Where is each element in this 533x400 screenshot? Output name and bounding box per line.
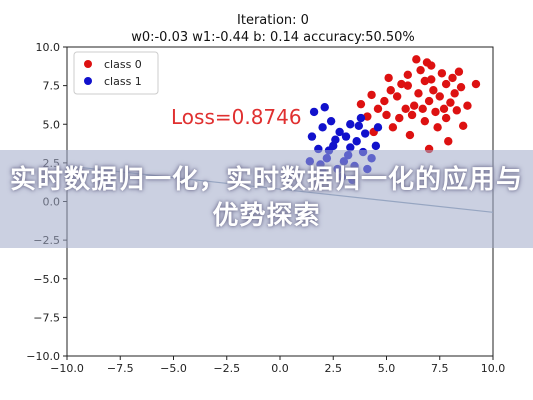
data-point-class-1 [361, 129, 370, 138]
data-point-class-0 [431, 107, 440, 117]
data-point-class-0 [463, 101, 472, 110]
y-tick-label: 5.0 [43, 118, 61, 131]
banner-title: 实时数据归一化，实时数据归一化的应用与优势探索 [9, 165, 523, 231]
data-point-class-0 [439, 104, 449, 114]
y-tick-label: −5.0 [33, 273, 60, 286]
legend-box [73, 51, 159, 95]
data-point-class-1 [356, 113, 366, 123]
x-tick-label: −10.0 [50, 362, 84, 375]
legend-label-class-0: class 0 [104, 58, 142, 71]
overlay-banner [0, 150, 533, 248]
data-point-class-1 [352, 137, 361, 146]
data-point-class-1 [346, 120, 355, 129]
data-point-class-0 [380, 96, 389, 106]
data-point-class-0 [392, 92, 402, 101]
chart-title: Iteration: 0 [237, 13, 309, 28]
data-point-class-1 [341, 132, 351, 141]
data-point-class-0 [446, 98, 455, 107]
x-tick-label: 0.0 [271, 362, 289, 375]
data-point-class-0 [427, 75, 436, 84]
data-point-class-0 [418, 104, 427, 114]
data-point-class-1 [335, 127, 344, 137]
data-point-class-0 [401, 104, 410, 114]
data-point-class-0 [458, 121, 468, 130]
data-point-class-0 [435, 92, 444, 101]
x-tick-label: 5.0 [378, 362, 396, 375]
data-point-class-0 [363, 112, 372, 121]
data-point-class-0 [444, 137, 453, 146]
data-point-class-0 [450, 89, 459, 98]
data-point-class-0 [422, 58, 432, 67]
y-tick-label: −7.5 [33, 311, 60, 324]
x-tick-label: 10.0 [481, 362, 506, 375]
data-point-class-1 [346, 143, 355, 152]
data-point-class-1 [331, 135, 340, 144]
data-point-class-0 [414, 89, 423, 98]
data-point-class-0 [367, 90, 376, 100]
legend-label-class-1: class 1 [104, 75, 142, 88]
data-point-class-1 [309, 107, 319, 117]
data-point-class-0 [424, 96, 434, 106]
data-point-class-1 [354, 121, 364, 130]
data-point-class-1 [320, 103, 329, 112]
data-point-class-0 [441, 79, 451, 89]
data-point-class-0 [405, 130, 415, 140]
data-point-class-0 [420, 76, 430, 86]
y-tick-label: 10.0 [36, 41, 61, 54]
data-point-class-0 [407, 110, 417, 120]
data-point-class-0 [454, 67, 464, 76]
data-point-class-1 [326, 116, 336, 126]
data-point-class-0 [437, 69, 447, 78]
data-point-class-0 [448, 73, 457, 83]
data-point-class-0 [441, 113, 451, 123]
data-point-class-0 [429, 86, 438, 95]
legend: class 0 class 1 [73, 51, 159, 95]
x-tick-label: −7.5 [107, 362, 134, 375]
data-point-class-0 [456, 82, 466, 92]
x-tick-label: −5.0 [160, 362, 187, 375]
data-point-class-0 [403, 70, 412, 80]
data-point-class-0 [471, 79, 481, 89]
data-point-class-1 [318, 123, 327, 132]
data-point-class-0 [409, 101, 419, 110]
x-tick-label: 7.5 [431, 362, 449, 375]
data-point-class-0 [397, 79, 406, 89]
data-point-class-1 [373, 123, 383, 132]
data-point-class-0 [412, 55, 421, 64]
data-point-class-0 [384, 73, 393, 83]
chart-subtitle: w0:-0.03 w1:-0.44 b: 0.14 accuracy:50.50… [131, 30, 415, 45]
data-point-class-0 [420, 116, 430, 126]
data-point-class-0 [388, 123, 398, 132]
y-tick-label: 7.5 [43, 80, 61, 93]
data-point-class-0 [382, 110, 391, 120]
data-point-class-0 [373, 104, 383, 114]
y-tick-label: −10.0 [26, 350, 60, 363]
data-point-class-0 [452, 106, 461, 115]
data-point-class-0 [356, 99, 366, 109]
data-point-class-0 [403, 81, 412, 90]
loss-annotation: Loss=0.8746 [171, 105, 302, 129]
data-point-class-1 [307, 132, 317, 141]
data-point-class-0 [416, 65, 425, 75]
x-tick-label: 2.5 [325, 362, 343, 375]
x-tick-label: −2.5 [213, 362, 240, 375]
data-point-class-0 [433, 123, 442, 132]
data-point-class-0 [395, 113, 404, 123]
data-point-class-0 [386, 86, 395, 95]
legend-marker-class-1 [84, 77, 92, 85]
data-point-class-1 [371, 141, 381, 151]
legend-marker-class-0 [84, 60, 92, 68]
